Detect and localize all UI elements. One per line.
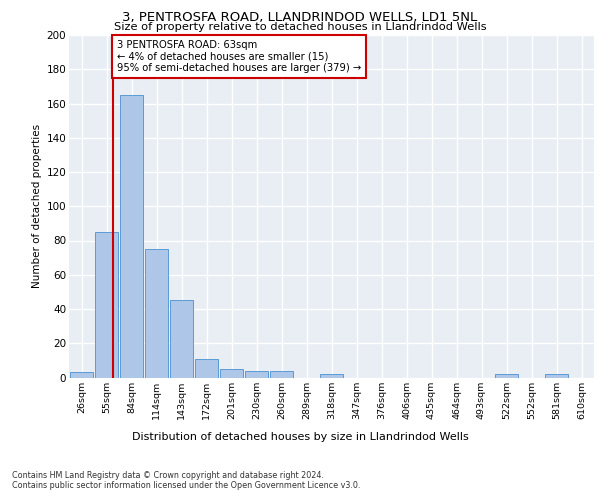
- Bar: [545, 374, 568, 378]
- Bar: [320, 374, 343, 378]
- Bar: [119, 95, 143, 378]
- Bar: [494, 374, 518, 378]
- Bar: [194, 358, 218, 378]
- Bar: [95, 232, 118, 378]
- Bar: [220, 369, 244, 378]
- Bar: [70, 372, 94, 378]
- Text: Distribution of detached houses by size in Llandrindod Wells: Distribution of detached houses by size …: [131, 432, 469, 442]
- Text: Contains public sector information licensed under the Open Government Licence v3: Contains public sector information licen…: [12, 481, 361, 490]
- Bar: [170, 300, 193, 378]
- Text: Size of property relative to detached houses in Llandrindod Wells: Size of property relative to detached ho…: [113, 22, 487, 32]
- Bar: [145, 249, 169, 378]
- Y-axis label: Number of detached properties: Number of detached properties: [32, 124, 43, 288]
- Bar: [245, 370, 268, 378]
- Text: 3, PENTROSFA ROAD, LLANDRINDOD WELLS, LD1 5NL: 3, PENTROSFA ROAD, LLANDRINDOD WELLS, LD…: [122, 11, 478, 24]
- Bar: [269, 370, 293, 378]
- Text: Contains HM Land Registry data © Crown copyright and database right 2024.: Contains HM Land Registry data © Crown c…: [12, 471, 324, 480]
- Text: 3 PENTROSFA ROAD: 63sqm
← 4% of detached houses are smaller (15)
95% of semi-det: 3 PENTROSFA ROAD: 63sqm ← 4% of detached…: [117, 40, 361, 74]
